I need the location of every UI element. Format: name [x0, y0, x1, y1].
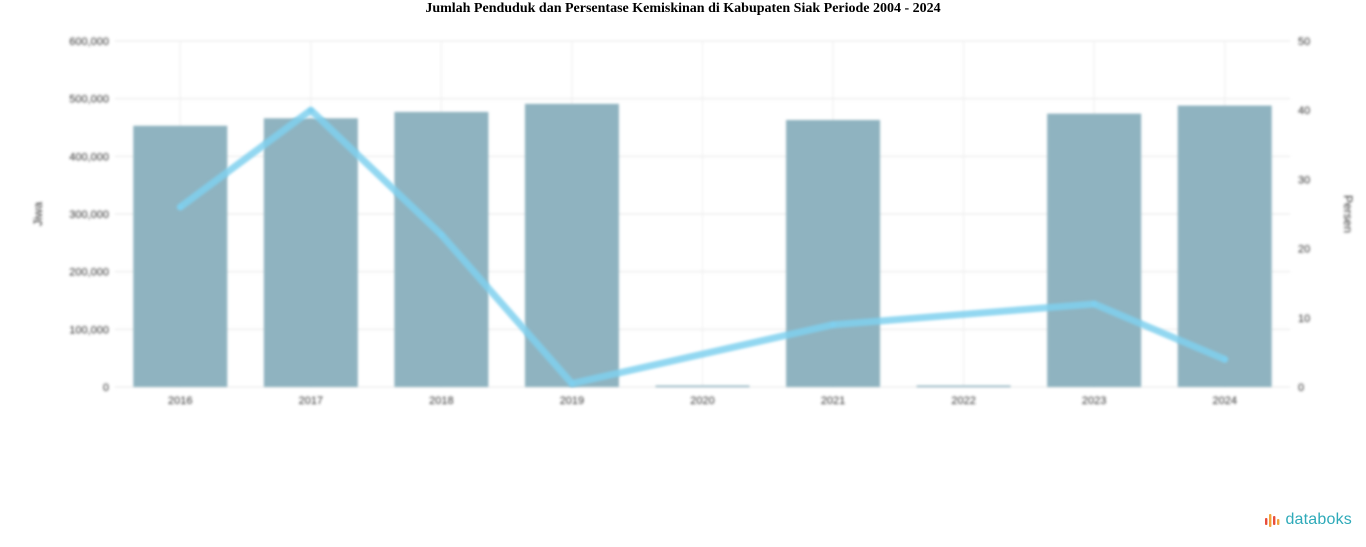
- x-tick-label: 2018: [429, 395, 453, 407]
- y2-tick-label: 0: [1298, 382, 1304, 394]
- bar: [786, 120, 881, 388]
- line-point: [1221, 356, 1228, 363]
- x-tick-label: 2022: [951, 395, 975, 407]
- y-axis-title: Jiwa: [31, 202, 45, 226]
- y-tick-label: 100,000: [69, 324, 109, 336]
- bar-series: [133, 103, 1272, 388]
- y-tick-label: 500,000: [69, 94, 109, 106]
- y-tick-label: 300,000: [69, 209, 109, 221]
- line-point: [307, 107, 314, 114]
- y2-tick-label: 20: [1298, 244, 1310, 256]
- chart-title: Jumlah Penduduk dan Persentase Kemiskina…: [425, 1, 941, 16]
- line-point: [177, 204, 184, 211]
- line-series: [176, 106, 1229, 388]
- x-tick-label: 2024: [1212, 395, 1236, 407]
- y2-tick-label: 10: [1298, 313, 1310, 325]
- bar: [916, 385, 1011, 388]
- x-tick-label: 2020: [690, 395, 714, 407]
- y2-tick-label: 50: [1298, 36, 1310, 48]
- x-tick-label: 2019: [560, 395, 584, 407]
- y2-tick-label: 30: [1298, 174, 1310, 186]
- y-tick-label: 400,000: [69, 151, 109, 163]
- bar: [1047, 113, 1142, 387]
- line-point: [830, 321, 837, 328]
- y2-axis-title: Persen: [1341, 195, 1355, 233]
- x-tick-label: 2016: [168, 395, 192, 407]
- databoks-logo: databoks: [1264, 511, 1352, 529]
- axes: 0 100,000 200,000 300,000 400,000 500,000 600,…: [31, 36, 1355, 407]
- bar: [655, 385, 750, 388]
- line-point: [1091, 300, 1098, 307]
- databoks-logo-text: databoks: [1285, 511, 1352, 528]
- y-tick-label: 600,000: [69, 36, 109, 48]
- bar: [263, 118, 358, 388]
- bar: [524, 103, 619, 388]
- databoks-logo-icon: [1265, 514, 1280, 527]
- bar: [394, 111, 489, 388]
- x-tick-label: 2021: [821, 395, 845, 407]
- x-tick-label: 2017: [299, 395, 323, 407]
- bar: [133, 125, 228, 388]
- bar: [1177, 105, 1272, 387]
- x-tick-label: 2023: [1082, 395, 1106, 407]
- line-point: [438, 231, 445, 238]
- y-tick-label: 0: [103, 382, 109, 394]
- y-tick-label: 200,000: [69, 267, 109, 279]
- line-point: [568, 380, 575, 387]
- y2-tick-label: 40: [1298, 105, 1310, 117]
